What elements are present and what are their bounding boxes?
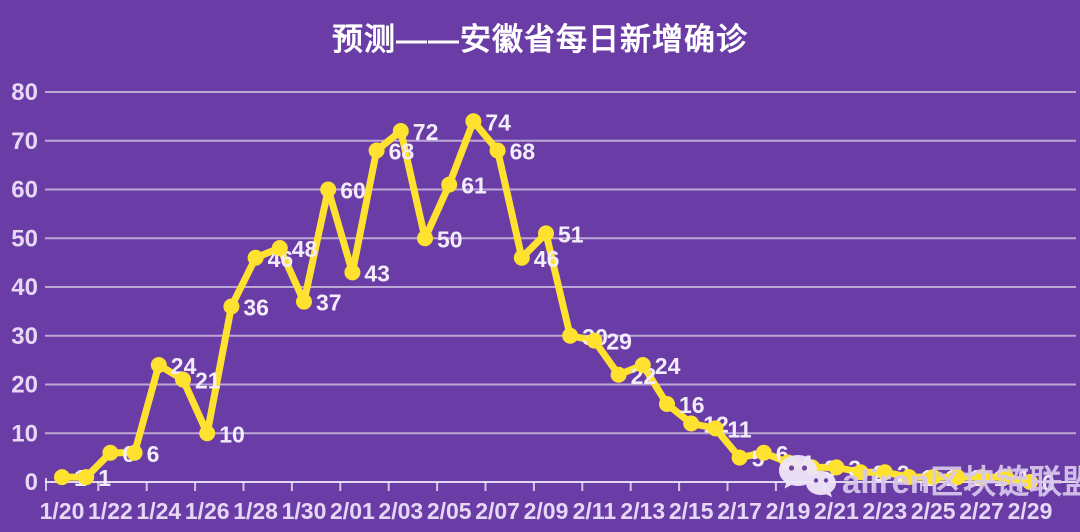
data-point <box>320 181 337 198</box>
x-axis-label: 2/05 <box>427 498 472 524</box>
data-point <box>562 327 579 344</box>
data-label: 29 <box>606 329 632 355</box>
data-label: 0 <box>1042 470 1055 496</box>
data-point <box>901 469 917 486</box>
data-point <box>223 298 240 315</box>
x-axis-label: 2/15 <box>669 498 714 524</box>
data-point <box>247 249 264 266</box>
x-axis-label: 2/29 <box>1008 498 1053 524</box>
x-axis-label: 2/19 <box>766 498 811 524</box>
data-point <box>296 293 312 310</box>
x-axis-label: 1/30 <box>282 498 327 524</box>
data-point <box>271 240 288 256</box>
x-axis-label: 2/23 <box>862 498 907 524</box>
x-axis-label: 2/27 <box>959 498 1004 524</box>
data-label: 60 <box>340 178 366 204</box>
y-axis-label: 80 <box>11 79 38 106</box>
data-point <box>513 249 530 266</box>
x-axis-label: 1/28 <box>233 498 278 524</box>
data-label: 16 <box>679 392 705 418</box>
data-point <box>199 425 216 442</box>
data-point <box>707 420 724 437</box>
data-point <box>731 449 748 466</box>
data-label: 51 <box>558 221 584 247</box>
data-point <box>659 396 675 412</box>
data-label: 21 <box>195 368 221 394</box>
data-point <box>344 264 361 281</box>
x-axis-label: 2/07 <box>475 498 520 524</box>
data-point <box>634 357 651 373</box>
y-axis-label: 20 <box>11 372 38 399</box>
data-point <box>538 225 554 242</box>
y-axis-label: 30 <box>11 323 38 350</box>
data-point <box>852 464 869 481</box>
data-point <box>804 459 821 476</box>
x-axis-label: 2/03 <box>378 498 423 524</box>
x-axis-label: 2/09 <box>524 498 569 524</box>
data-label: 11 <box>727 416 752 442</box>
data-point <box>102 444 119 461</box>
data-point <box>441 176 458 193</box>
y-axis-label: 10 <box>11 420 38 447</box>
data-label: 37 <box>316 290 342 316</box>
y-axis-label: 0 <box>25 469 38 496</box>
x-axis-label: 2/25 <box>911 498 956 524</box>
y-axis-label: 50 <box>11 225 38 252</box>
data-point <box>780 454 796 471</box>
x-axis-label: 1/22 <box>88 498 133 524</box>
data-point <box>683 415 700 432</box>
x-axis-label: 2/13 <box>620 498 665 524</box>
data-point <box>417 230 433 247</box>
y-axis-label: 40 <box>11 274 38 301</box>
y-axis-label: 70 <box>11 128 38 155</box>
data-label: 68 <box>389 139 415 165</box>
data-label: 74 <box>485 109 511 135</box>
y-axis-label: 60 <box>11 177 38 204</box>
data-label: 36 <box>243 295 269 321</box>
x-axis-label: 1/24 <box>136 498 181 524</box>
data-label: 6 <box>147 441 160 467</box>
data-point <box>489 142 506 159</box>
data-point <box>150 357 167 373</box>
data-point <box>997 469 1014 486</box>
data-point <box>973 469 990 486</box>
data-point <box>465 113 482 130</box>
x-axis-label: 2/11 <box>573 498 617 524</box>
data-point <box>368 142 385 159</box>
data-label: 48 <box>292 236 318 262</box>
data-label: 46 <box>534 246 560 272</box>
data-label: 61 <box>461 173 487 199</box>
data-point <box>949 469 966 486</box>
x-axis-label: 2/17 <box>717 498 762 524</box>
data-label: 72 <box>413 119 439 145</box>
data-point <box>828 459 845 476</box>
data-point <box>126 444 143 461</box>
x-axis-label: 2/01 <box>330 498 375 524</box>
data-point <box>610 366 627 383</box>
data-label: 43 <box>364 260 390 286</box>
data-label: 50 <box>437 226 463 252</box>
chart-title: 预测——安徽省每日新增确诊 <box>332 22 748 57</box>
data-point <box>175 371 191 388</box>
data-label: 1 <box>98 465 111 491</box>
data-label: 68 <box>510 139 536 165</box>
data-point <box>876 464 893 481</box>
data-point <box>925 469 942 486</box>
data-point <box>54 469 70 486</box>
x-axis-label: 2/21 <box>814 498 859 524</box>
data-point <box>392 123 409 139</box>
data-point <box>586 332 603 349</box>
data-point <box>1022 474 1038 490</box>
data-point <box>755 444 772 461</box>
x-axis-label: 1/20 <box>40 498 85 524</box>
data-label: 24 <box>655 353 681 379</box>
data-label: 10 <box>219 421 245 447</box>
x-axis-label: 1/26 <box>185 498 230 524</box>
data-point <box>78 469 95 486</box>
